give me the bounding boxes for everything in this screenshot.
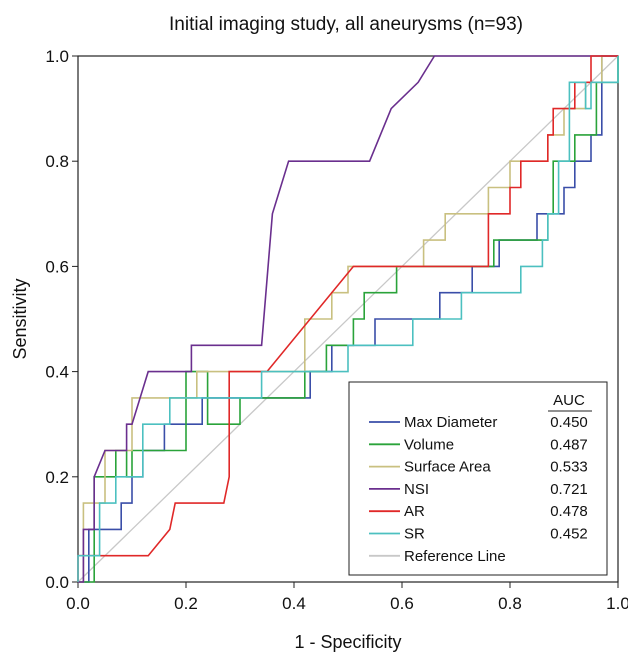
legend-label-max-diameter: Max Diameter [404, 414, 497, 431]
y-tick-label: 0.2 [45, 468, 69, 487]
roc-curves [77, 55, 619, 583]
legend-label-sr: SR [404, 526, 425, 543]
legend-label-surface-area: Surface Area [404, 459, 491, 476]
legend-auc-sr: 0.452 [550, 526, 588, 543]
series-line-sr [77, 56, 619, 582]
legend-auc-nsi: 0.721 [550, 481, 588, 498]
x-tick-label: 0.8 [498, 594, 522, 613]
legend-auc-surface-area: 0.533 [550, 459, 588, 476]
chart-title: Initial imaging study, all aneurysms (n=… [169, 14, 523, 35]
y-axis: 0.0 0.2 0.4 0.6 0.8 1.0 [45, 47, 78, 592]
x-axis: 0.0 0.2 0.4 0.6 0.8 1.0 [66, 582, 628, 613]
x-axis-label: 1 - Specificity [294, 632, 401, 652]
y-tick-label: 1.0 [45, 47, 69, 66]
series-line-max-diameter [78, 55, 618, 583]
legend-label-nsi: NSI [404, 481, 429, 498]
y-axis-label: Sensitivity [10, 278, 30, 359]
legend-auc-volume: 0.487 [550, 436, 588, 453]
series-line-nsi [78, 55, 618, 583]
legend-auc-max-diameter: 0.450 [550, 414, 588, 431]
series-line-reference-line [77, 55, 619, 583]
legend-box [348, 381, 608, 576]
x-tick-label: 0.2 [174, 594, 198, 613]
y-tick-label: 0.6 [45, 257, 69, 276]
y-tick-label: 0.0 [45, 573, 69, 592]
series-line-surface-area [78, 55, 618, 583]
legend-label-volume: Volume [404, 436, 454, 453]
x-tick-label: 0.6 [390, 594, 414, 613]
x-tick-label: 0.0 [66, 594, 90, 613]
legend-label-ar: AR [404, 503, 425, 520]
y-tick-label: 0.8 [45, 152, 69, 171]
legend-items: Max Diameter 0.450 Volume 0.487 Surface Area… [369, 414, 588, 565]
legend-label-reference-line: Reference Line [404, 548, 506, 565]
x-tick-label: 1.0 [606, 594, 628, 613]
y-tick-label: 0.4 [45, 363, 69, 382]
legend-auc-header: AUC [553, 392, 585, 409]
legend-auc-ar: 0.478 [550, 503, 588, 520]
x-tick-label: 0.4 [282, 594, 306, 613]
legend: AUC Max Diameter 0.450 Volume 0.487 Surface … [348, 381, 608, 576]
series-line-ar [77, 55, 618, 582]
